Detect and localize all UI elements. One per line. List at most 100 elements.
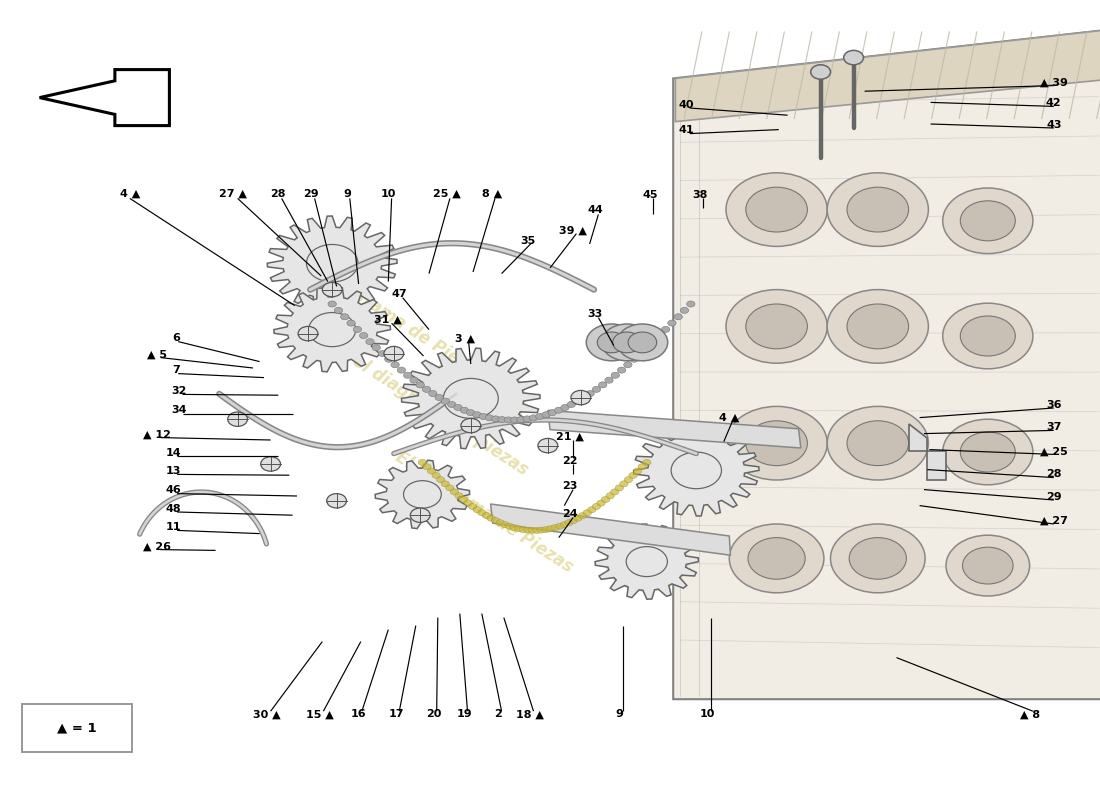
Polygon shape (673, 30, 1100, 699)
Polygon shape (491, 504, 730, 555)
Polygon shape (40, 70, 169, 126)
Text: 34: 34 (172, 406, 187, 415)
Circle shape (642, 345, 651, 350)
Polygon shape (375, 460, 470, 529)
Circle shape (322, 282, 342, 297)
Circle shape (568, 402, 575, 407)
Polygon shape (274, 287, 390, 372)
Circle shape (827, 173, 928, 246)
Circle shape (360, 333, 367, 338)
Text: 4 ▲: 4 ▲ (719, 413, 739, 422)
Circle shape (943, 303, 1033, 369)
Polygon shape (267, 216, 397, 310)
Text: 36: 36 (1046, 400, 1062, 410)
Circle shape (729, 524, 824, 593)
Circle shape (554, 407, 563, 414)
Circle shape (500, 522, 509, 528)
Circle shape (353, 326, 362, 333)
Circle shape (328, 301, 337, 307)
Circle shape (638, 464, 647, 470)
Circle shape (547, 526, 554, 532)
Circle shape (811, 65, 830, 79)
Circle shape (624, 362, 632, 368)
Circle shape (469, 503, 477, 510)
Circle shape (573, 398, 582, 404)
Circle shape (537, 527, 546, 533)
Circle shape (538, 438, 558, 453)
Text: 11: 11 (166, 522, 182, 532)
Circle shape (686, 301, 695, 307)
Circle shape (613, 332, 641, 353)
Circle shape (748, 538, 805, 579)
Text: 45: 45 (642, 190, 658, 200)
Circle shape (510, 417, 519, 423)
Circle shape (437, 477, 444, 482)
Circle shape (583, 510, 592, 516)
Circle shape (597, 500, 605, 506)
Circle shape (464, 500, 472, 506)
Circle shape (528, 527, 537, 534)
Text: 31 ▲: 31 ▲ (374, 315, 403, 325)
Circle shape (496, 520, 505, 526)
Circle shape (390, 362, 399, 368)
Circle shape (378, 350, 387, 357)
Circle shape (492, 518, 499, 523)
Text: 35: 35 (520, 236, 536, 246)
Circle shape (487, 515, 495, 522)
Circle shape (443, 378, 498, 418)
Circle shape (564, 520, 573, 526)
Circle shape (542, 412, 550, 418)
Circle shape (726, 406, 827, 480)
Text: 9: 9 (343, 189, 352, 198)
Circle shape (597, 332, 626, 353)
Circle shape (450, 489, 459, 495)
Circle shape (384, 346, 404, 361)
Text: 10: 10 (700, 710, 715, 719)
Text: 41: 41 (679, 126, 694, 135)
Text: 28: 28 (271, 189, 286, 198)
Text: ▲ 5: ▲ 5 (147, 350, 167, 359)
Circle shape (416, 358, 526, 438)
Polygon shape (548, 410, 801, 448)
Circle shape (466, 410, 475, 416)
Text: 21 ▲: 21 ▲ (556, 432, 584, 442)
Circle shape (668, 320, 676, 326)
Text: 33: 33 (587, 310, 603, 319)
Circle shape (746, 421, 807, 466)
Text: 32: 32 (172, 386, 187, 396)
Circle shape (404, 481, 441, 508)
Circle shape (307, 245, 358, 282)
Polygon shape (595, 524, 698, 599)
Text: 37: 37 (1046, 422, 1062, 432)
Circle shape (410, 377, 418, 383)
Text: ▲ = 1: ▲ = 1 (57, 722, 97, 734)
Text: ▲ 12: ▲ 12 (143, 430, 172, 439)
Circle shape (674, 314, 682, 320)
Circle shape (605, 377, 613, 383)
Circle shape (228, 412, 248, 426)
Circle shape (610, 489, 619, 495)
Text: 27 ▲: 27 ▲ (219, 189, 248, 198)
Circle shape (473, 412, 481, 418)
Circle shape (341, 314, 349, 320)
Polygon shape (634, 425, 759, 516)
Text: 39 ▲: 39 ▲ (559, 226, 587, 235)
Circle shape (847, 304, 909, 349)
Text: 18 ▲: 18 ▲ (516, 710, 544, 719)
Circle shape (461, 418, 481, 433)
Polygon shape (675, 30, 1100, 122)
Circle shape (561, 405, 569, 410)
Circle shape (661, 326, 670, 333)
Circle shape (385, 356, 393, 362)
Circle shape (422, 464, 431, 470)
Circle shape (416, 382, 425, 388)
Circle shape (524, 527, 532, 533)
Text: 13: 13 (166, 466, 182, 476)
Circle shape (642, 459, 651, 466)
Text: El Diagrama de Piezas: El Diagrama de Piezas (304, 256, 488, 384)
Circle shape (441, 481, 450, 487)
Circle shape (509, 525, 518, 530)
Circle shape (680, 307, 689, 314)
Circle shape (943, 419, 1033, 485)
Circle shape (830, 524, 925, 593)
